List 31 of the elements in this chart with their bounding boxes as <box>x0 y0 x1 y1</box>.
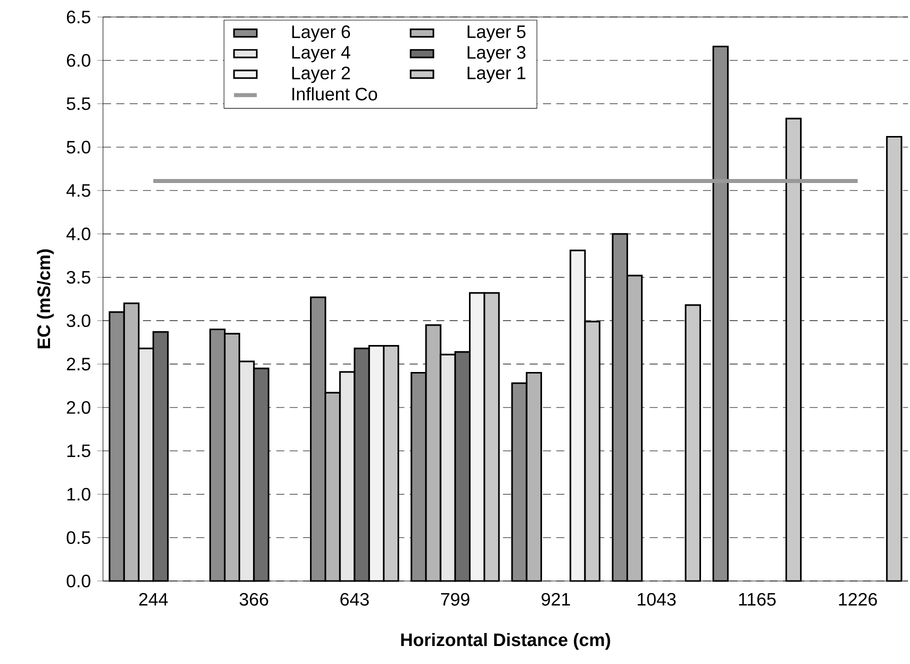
y-tick-label: 3.5 <box>66 270 90 284</box>
y-tick-label: 0.0 <box>66 574 90 588</box>
legend-label: Layer 1 <box>468 66 526 83</box>
x-tick-label: 244 <box>139 592 168 606</box>
y-tick-label: 1.5 <box>67 444 90 458</box>
y-tick-label: 2.5 <box>66 358 90 370</box>
legend-label: Layer 2 <box>292 66 350 83</box>
y-tick-label: 0.5 <box>66 531 90 544</box>
y-tick-label: 5.0 <box>66 140 90 154</box>
x-tick-label: 1043 <box>638 592 676 606</box>
x-tick-label: 1226 <box>839 592 877 606</box>
y-tick-label: 4.5 <box>66 184 90 197</box>
x-axis-title: Horizontal Distance (cm) <box>401 632 610 650</box>
legend-label: Layer 3 <box>468 46 526 62</box>
y-tick-label: 2.0 <box>66 401 90 414</box>
legend-label: Layer 4 <box>292 46 350 62</box>
y-tick-label: 3.0 <box>66 314 90 328</box>
x-tick-label: 1165 <box>739 592 776 606</box>
y-tick-label: 4.0 <box>66 228 90 240</box>
y-tick-label: 1.0 <box>67 488 90 501</box>
y-tick-label: 6.0 <box>66 54 90 67</box>
x-tick-label: 643 <box>340 592 369 606</box>
x-tick-label: 921 <box>542 592 570 606</box>
y-axis-title: EC (mS/cm) <box>36 249 54 348</box>
y-tick-label: 5.5 <box>66 97 90 110</box>
legend-label: Layer 6 <box>292 25 350 42</box>
x-tick-label: 366 <box>240 592 268 606</box>
y-tick-label: 6.5 <box>66 10 90 24</box>
x-tick-label: 799 <box>441 592 470 606</box>
legend-label: Layer 5 <box>468 26 526 42</box>
legend-label: Influent Co <box>292 87 378 100</box>
